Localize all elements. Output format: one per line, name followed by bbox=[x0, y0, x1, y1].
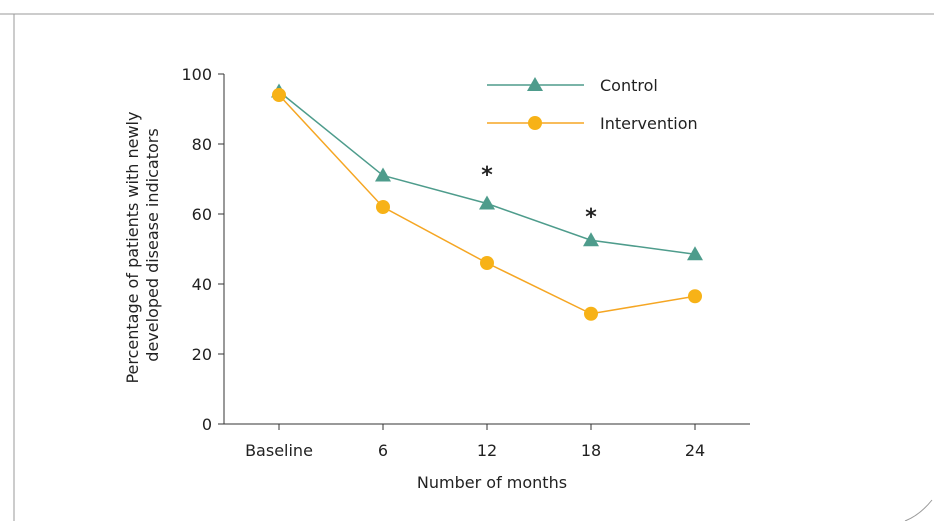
y-axis-title-line-1: Percentage of patients with newly bbox=[123, 112, 142, 384]
annotation-layer: ** bbox=[481, 163, 597, 230]
x-ticks: Baseline 6 12 18 24 bbox=[245, 424, 705, 460]
y-axis-title-line-2: developed disease indicators bbox=[143, 128, 162, 361]
series-intervention-point-6 bbox=[376, 200, 390, 214]
series-control-point-24 bbox=[687, 246, 703, 261]
significance-marker-18: * bbox=[585, 205, 597, 230]
legend-item-control: Control bbox=[487, 76, 658, 95]
legend-intervention-label: Intervention bbox=[600, 114, 698, 133]
legend-item-intervention: Intervention bbox=[487, 114, 698, 133]
y-tick-label-40: 40 bbox=[192, 275, 212, 294]
significance-marker-12: * bbox=[481, 163, 493, 188]
y-axis-title: Percentage of patients with newly develo… bbox=[123, 106, 162, 383]
x-tick-label-24: 24 bbox=[685, 441, 705, 460]
legend-intervention-circle-marker bbox=[528, 116, 542, 130]
series-intervention-point-12 bbox=[480, 256, 494, 270]
x-tick-label-baseline: Baseline bbox=[245, 441, 313, 460]
x-tick-label-18: 18 bbox=[581, 441, 601, 460]
y-ticks: 0 20 40 60 80 100 bbox=[181, 65, 224, 434]
x-tick-label-12: 12 bbox=[477, 441, 497, 460]
y-tick-label-20: 20 bbox=[192, 345, 212, 364]
legend-control-label: Control bbox=[600, 76, 658, 95]
legend-control-triangle-marker bbox=[527, 77, 543, 91]
y-tick-label-100: 100 bbox=[181, 65, 212, 84]
series-intervention bbox=[272, 88, 702, 321]
series-layer bbox=[271, 83, 703, 321]
series-intervention-point-18 bbox=[584, 306, 598, 321]
axes: 0 20 40 60 80 100 Baseline 6 12 18 24 bbox=[181, 65, 750, 460]
x-axis-title: Number of months bbox=[417, 473, 567, 492]
legend: Control Intervention bbox=[487, 76, 698, 133]
y-tick-label-80: 80 bbox=[192, 135, 212, 154]
y-tick-label-60: 60 bbox=[192, 205, 212, 224]
y-tick-label-0: 0 bbox=[202, 415, 212, 434]
series-control-point-18 bbox=[583, 232, 599, 247]
frame-corner-curve bbox=[904, 499, 933, 522]
series-control-point-6 bbox=[375, 167, 391, 182]
series-intervention-point-24 bbox=[688, 289, 702, 304]
series-intervention-point-baseline bbox=[272, 88, 286, 102]
x-tick-label-6: 6 bbox=[378, 441, 388, 460]
series-control-point-12 bbox=[479, 195, 495, 210]
